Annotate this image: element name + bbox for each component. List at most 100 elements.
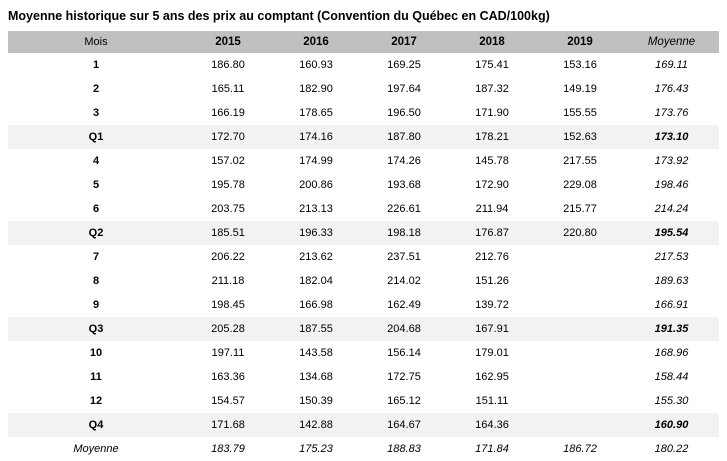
cell-value: 195.78 — [211, 179, 245, 191]
cell-value: 163.36 — [211, 371, 245, 383]
table-row: 11 163.36 134.68 172.75 162.95 158.44 — [8, 365, 719, 389]
cell-value: 213.62 — [299, 251, 333, 263]
table-row: Q3 205.28 187.55 204.68 167.91 191.35 — [8, 317, 719, 341]
cell-value: 179.01 — [475, 347, 509, 359]
cell-average: 166.91 — [654, 299, 689, 311]
table-body: 1 186.80 160.93 169.25 175.41 153.16 169… — [8, 53, 719, 461]
cell-value: 187.55 — [299, 323, 333, 335]
cell-value: 160.93 — [299, 59, 333, 71]
cell-value: 196.50 — [387, 107, 421, 119]
cell-value: 165.11 — [211, 83, 245, 95]
cell-value: 174.16 — [299, 131, 333, 143]
cell-value: 200.86 — [299, 179, 333, 191]
table-row: 9 198.45 166.98 162.49 139.72 166.91 — [8, 293, 719, 317]
cell-value: 203.75 — [211, 203, 245, 215]
cell-value: 176.87 — [475, 227, 509, 239]
cell-value: 134.68 — [299, 371, 333, 383]
table-row: 3 166.19 178.65 196.50 171.90 155.55 173… — [8, 101, 719, 125]
cell-value — [536, 365, 624, 389]
row-label: 4 — [92, 155, 100, 167]
table-row: 8 211.18 182.04 214.02 151.26 189.63 — [8, 269, 719, 293]
cell-value: 156.14 — [387, 347, 421, 359]
cell-value: 165.12 — [387, 395, 421, 407]
cell-value: 149.19 — [563, 83, 597, 95]
cell-value: 167.91 — [475, 323, 509, 335]
column-header-2015: 2015 — [215, 36, 241, 48]
cell-average: 176.43 — [654, 83, 689, 95]
cell-value — [536, 269, 624, 293]
row-label: Q1 — [88, 131, 104, 143]
cell-value: 185.51 — [211, 227, 245, 239]
cell-value: 182.04 — [299, 275, 333, 287]
cell-average: 173.10 — [654, 131, 689, 143]
cell-value: 169.25 — [387, 59, 421, 71]
column-header-2017: 2017 — [391, 36, 417, 48]
cell-value — [536, 389, 624, 413]
cell-value: 211.18 — [211, 275, 245, 287]
column-header-2018: 2018 — [479, 36, 505, 48]
column-header-mois: Mois — [84, 36, 108, 48]
cell-value: 178.65 — [299, 107, 333, 119]
cell-value: 215.77 — [563, 203, 597, 215]
cell-value: 151.11 — [475, 395, 509, 407]
cell-average: 191.35 — [654, 323, 689, 335]
cell-value: 220.80 — [563, 227, 597, 239]
cell-value: 175.41 — [475, 59, 509, 71]
row-label: 2 — [92, 83, 100, 95]
cell-value: 204.68 — [387, 323, 421, 335]
cell-value: 166.19 — [211, 107, 245, 119]
cell-average: 214.24 — [654, 203, 689, 215]
cell-value: 186.72 — [563, 443, 597, 455]
price-table: Mois 2015 2016 2017 2018 2019 Moyenne 1 … — [8, 31, 719, 461]
table-row: Moyenne 183.79 175.23 188.83 171.84 186.… — [8, 437, 719, 461]
cell-value — [536, 341, 624, 365]
row-label: 10 — [89, 347, 103, 359]
cell-value — [536, 317, 624, 341]
cell-value: 166.98 — [299, 299, 333, 311]
cell-value: 214.02 — [387, 275, 421, 287]
cell-value: 154.57 — [211, 395, 245, 407]
row-label: 3 — [92, 107, 100, 119]
cell-value: 213.13 — [299, 203, 333, 215]
cell-value: 171.68 — [211, 419, 245, 431]
cell-value: 197.64 — [387, 83, 421, 95]
cell-value: 206.22 — [211, 251, 245, 263]
table-row: 12 154.57 150.39 165.12 151.11 155.30 — [8, 389, 719, 413]
cell-value: 152.63 — [563, 131, 597, 143]
cell-value: 217.55 — [563, 155, 597, 167]
cell-value: 196.33 — [299, 227, 333, 239]
cell-average: 169.11 — [655, 59, 688, 71]
table-row: 7 206.22 213.62 237.51 212.76 217.53 — [8, 245, 719, 269]
cell-value: 175.23 — [299, 443, 333, 455]
column-header-2016: 2016 — [303, 36, 329, 48]
table-row: 10 197.11 143.58 156.14 179.01 168.96 — [8, 341, 719, 365]
cell-value: 205.28 — [211, 323, 245, 335]
cell-average: 158.44 — [654, 371, 689, 383]
cell-average: 195.54 — [654, 227, 689, 239]
cell-value: 186.80 — [211, 59, 245, 71]
cell-value — [536, 413, 624, 437]
cell-average: 198.46 — [654, 179, 689, 191]
cell-average: 155.30 — [654, 395, 689, 407]
cell-average: 168.96 — [654, 347, 689, 359]
cell-value: 226.61 — [387, 203, 421, 215]
cell-value: 155.55 — [563, 107, 597, 119]
column-header-2019: 2019 — [567, 36, 593, 48]
row-label: 9 — [92, 299, 100, 311]
cell-average: 217.53 — [654, 251, 689, 263]
cell-value: 178.21 — [475, 131, 509, 143]
cell-value: 171.90 — [475, 107, 509, 119]
cell-value: 211.94 — [475, 203, 509, 215]
cell-value: 198.45 — [211, 299, 245, 311]
table-row: 2 165.11 182.90 197.64 187.32 149.19 176… — [8, 77, 719, 101]
table-row: 5 195.78 200.86 193.68 172.90 229.08 198… — [8, 173, 719, 197]
cell-value: 164.67 — [387, 419, 421, 431]
row-label: Q4 — [88, 419, 104, 431]
cell-value: 162.49 — [387, 299, 421, 311]
cell-value: 153.16 — [563, 59, 597, 71]
cell-value: 157.02 — [211, 155, 245, 167]
row-label: 12 — [89, 395, 103, 407]
cell-value: 139.72 — [475, 299, 509, 311]
cell-value: 172.70 — [211, 131, 245, 143]
cell-value: 145.78 — [475, 155, 509, 167]
